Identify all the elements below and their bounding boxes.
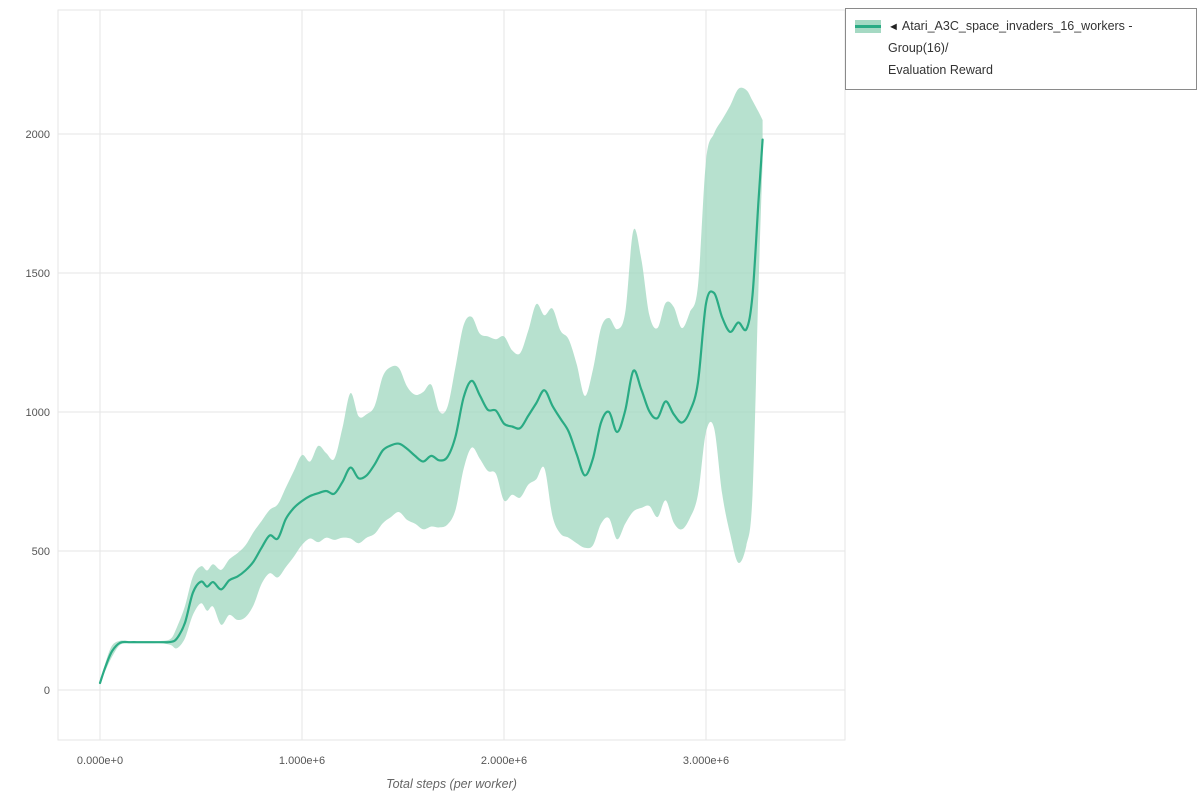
collapse-icon[interactable]: ◄ (888, 21, 899, 33)
legend-label: ◄ Atari_A3C_space_invaders_16_workers - G… (888, 16, 1187, 82)
legend-swatch-line (855, 25, 881, 28)
y-tick-label: 1500 (26, 268, 50, 280)
legend-metric-name: Evaluation Reward (888, 62, 993, 77)
legend-series-name: Atari_A3C_space_invaders_16_workers - Gr… (888, 19, 1133, 55)
x-tick-label: 0.000e+0 (77, 755, 123, 767)
legend-item[interactable]: ◄ Atari_A3C_space_invaders_16_workers - G… (855, 16, 1187, 82)
y-tick-label: 2000 (26, 129, 50, 141)
y-tick-label: 1000 (26, 407, 50, 419)
x-tick-label: 2.000e+6 (481, 755, 527, 767)
legend-swatch[interactable] (855, 20, 881, 33)
plot-border (57, 9, 846, 741)
x-tick-label: 1.000e+6 (279, 755, 325, 767)
x-axis-title: Total steps (per worker) (386, 777, 517, 791)
legend[interactable]: ◄ Atari_A3C_space_invaders_16_workers - G… (845, 8, 1197, 90)
confidence-band (100, 87, 763, 684)
mean-line (98, 138, 764, 685)
y-tick-label: 500 (32, 546, 50, 558)
y-tick-label: 0 (44, 685, 50, 697)
x-tick-label: 3.000e+6 (683, 755, 729, 767)
